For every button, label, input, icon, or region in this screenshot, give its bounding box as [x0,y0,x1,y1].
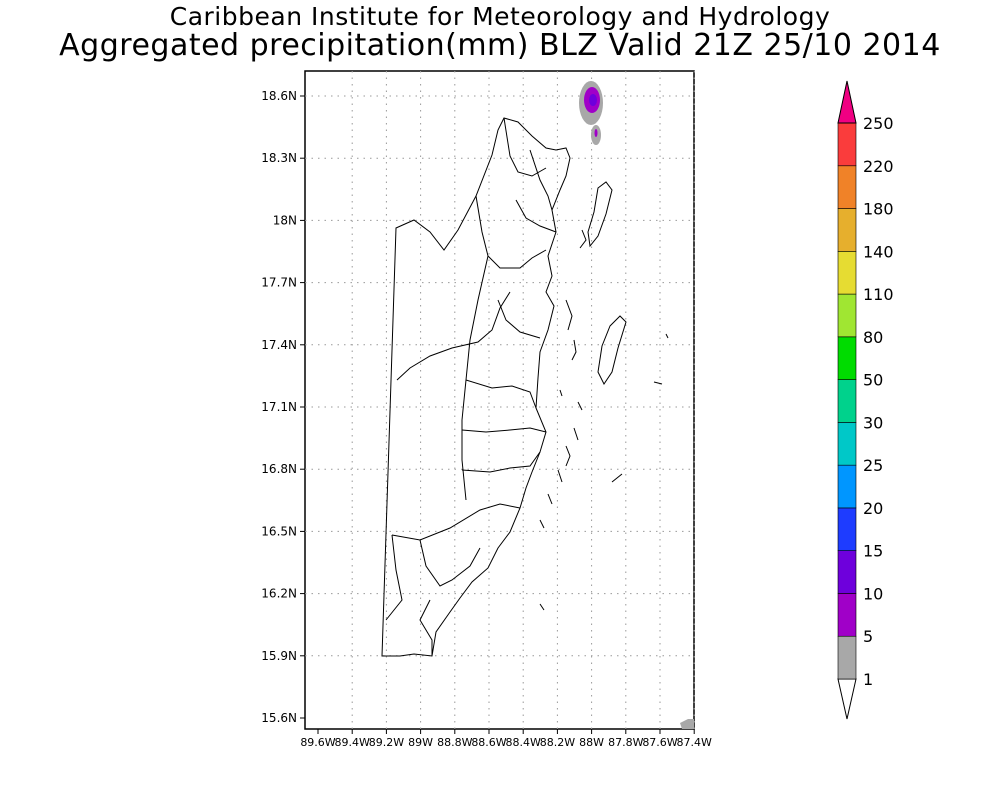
colorbar-label: 1 [863,670,873,689]
chart-subtitle: Aggregated precipitation(mm) BLZ Valid 2… [59,28,941,63]
lon-tick-label: 89.6W [300,736,335,749]
colorbar-label: 10 [863,584,883,603]
colorbar-band [837,422,857,466]
lon-tick-label: 89.2W [369,736,404,749]
colorbar-label: 220 [863,157,894,176]
colorbar-band [837,251,857,295]
colorbar-band [837,336,857,380]
colorbar-band [837,293,857,338]
colorbar-arrow-high [837,80,857,124]
lon-tick-label: 87.4W [677,736,712,749]
lat-tick-label: 16.5N [261,524,297,538]
lat-tick-label: 18.3N [261,151,297,165]
offshore-cayes [539,181,669,611]
lon-tick-label: 88.4W [506,736,541,749]
colorbar-label: 15 [863,542,883,561]
colorbar-label: 25 [863,456,883,475]
lat-tick-label: 17.4N [261,338,297,352]
colorbar-band [837,122,857,167]
lat-axis-labels: 18.6N 18.3N 18N 17.7N 17.4N 17.1N 16.8N 16.5N 16… [261,89,305,725]
lon-tick-label: 88.2W [540,736,575,749]
lat-tick-label: 18.6N [261,89,297,103]
lat-tick-label: 17.7N [261,276,297,290]
lon-tick-label: 89.4W [335,736,370,749]
colorbar-band [837,593,857,637]
colorbar-band [837,507,857,551]
lon-tick-label: 87.8W [608,736,643,749]
lon-tick-label: 88W [579,736,604,749]
colorbar-band [837,165,857,209]
colorbar-label: 80 [863,328,883,347]
lon-tick-label: 88.6W [471,736,506,749]
colorbar-band [837,208,857,252]
colorbar-band [837,550,857,594]
belize-outline [381,117,571,657]
colorbar-arrow-low [837,678,857,720]
lat-tick-label: 15.6N [261,711,297,725]
colorbar-band [837,635,857,680]
colorbar-label: 50 [863,371,883,390]
colorbar-label: 110 [863,285,894,304]
lon-tick-label: 88.8W [437,736,472,749]
precipitation-contours [579,81,694,729]
chart-title: Caribbean Institute for Meteorology and … [169,2,831,31]
map-frame [304,70,695,730]
lon-tick-label: 87.6W [642,736,677,749]
colorbar-label: 5 [863,627,873,646]
lat-tick-label: 18N [273,213,297,227]
colorbar-label: 250 [863,114,894,133]
lat-tick-label: 16.2N [261,587,297,601]
lat-tick-label: 17.1N [261,400,297,414]
lat-tick-label: 15.9N [261,649,297,663]
colorbar-label: 140 [863,242,894,261]
colorbar-label: 180 [863,200,894,219]
colorbar-band [837,464,857,509]
colorbar-label: 30 [863,413,883,432]
lat-tick-label: 16.8N [261,462,297,476]
colorbar-label: 20 [863,499,883,518]
map-grid [305,71,695,729]
lon-tick-label: 89W [408,736,433,749]
colorbar-band [837,379,857,423]
